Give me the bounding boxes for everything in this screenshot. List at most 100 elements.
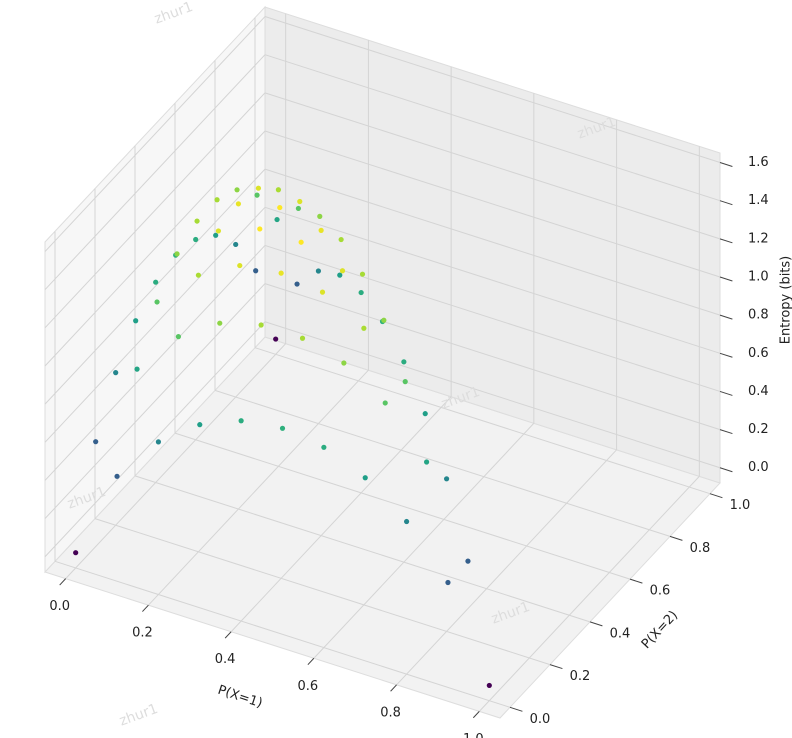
point [237,262,243,269]
x-tick-label: 1.0 [463,732,484,738]
z-tick-label: 1.4 [748,193,769,208]
y-tick-label: 0.0 [530,712,551,727]
grid-line [254,347,711,495]
z-tick-label: 0.0 [748,460,769,475]
point [238,418,244,424]
point [381,317,387,323]
grid-line [264,92,721,240]
tick-mark [719,467,733,473]
x-axis-label: P(X=1) [216,683,264,712]
point [254,192,260,198]
point [279,425,286,431]
grid-line [148,369,369,606]
z-tick-label: 1.2 [748,231,769,246]
point [337,272,343,278]
point [73,550,79,556]
z-tick-label: 1.6 [748,155,769,170]
point [213,232,219,238]
point [258,322,264,328]
point [274,216,280,223]
point [403,518,410,525]
tick-mark [719,238,733,244]
z-tick-label: 0.2 [748,422,769,437]
point [339,268,346,274]
point [235,201,242,207]
x-tick-label: 0.4 [215,652,236,667]
point [423,459,430,465]
point [255,185,262,191]
point [155,439,162,445]
grid-line [44,283,266,519]
grid-line [44,321,266,558]
grid-line [44,206,266,443]
tick-mark [142,604,149,612]
grid-line [54,560,511,708]
point [341,360,347,366]
point [113,370,119,376]
point [233,241,239,248]
tick-mark [224,631,232,639]
y-tick-label: 0.4 [610,626,631,641]
point [382,400,388,406]
y-tick-label: 1.0 [730,498,751,513]
tick-mark [589,621,603,627]
point [175,334,182,340]
y-tick-label: 0.2 [570,669,591,684]
tick-mark [719,314,733,320]
y-tick-label: 0.8 [690,541,711,556]
tick-mark [719,352,733,358]
point [445,579,451,586]
tick-mark [549,664,563,670]
z-tick-label: 0.8 [748,308,769,323]
grid-line [44,130,266,367]
point [299,335,306,341]
point [402,379,408,385]
tick-mark [629,578,643,584]
point [174,251,180,257]
grid-line [214,389,671,537]
point [319,289,326,295]
point [422,411,428,417]
point [318,227,324,233]
point [295,205,302,212]
point [215,228,222,234]
grid-line [264,283,721,431]
point [362,475,368,481]
grid-line [44,245,266,481]
point [193,236,199,243]
tick-mark [719,200,733,206]
grid-line [264,206,721,354]
point [315,268,322,274]
grid-line [264,54,721,202]
point [253,268,259,274]
point [298,239,304,245]
point [297,198,303,205]
point [358,289,364,296]
grid-line [65,343,287,579]
point [273,336,279,342]
z-tick-label: 0.6 [748,346,769,361]
point [154,299,160,305]
tick-mark [472,711,480,719]
point [114,473,120,479]
point [93,439,99,445]
point [197,422,203,428]
y-axis-label: P(X=2) [639,608,681,652]
point [338,236,344,243]
y-tick-label: 0.6 [650,584,671,599]
grid-line [264,130,721,278]
point [153,279,159,285]
x-tick-label: 0.2 [132,626,153,641]
watermark: zhur1 [152,0,195,28]
x-tick-label: 0.0 [49,599,70,614]
point [195,272,202,278]
tick-mark [719,162,733,167]
grid-line [264,16,721,164]
watermark: zhur1 [117,701,160,730]
points [73,185,492,689]
grid-line [44,54,266,291]
grid-line [174,432,631,580]
point [317,213,323,219]
point [277,204,283,211]
z-tick-label: 1.0 [748,269,769,284]
